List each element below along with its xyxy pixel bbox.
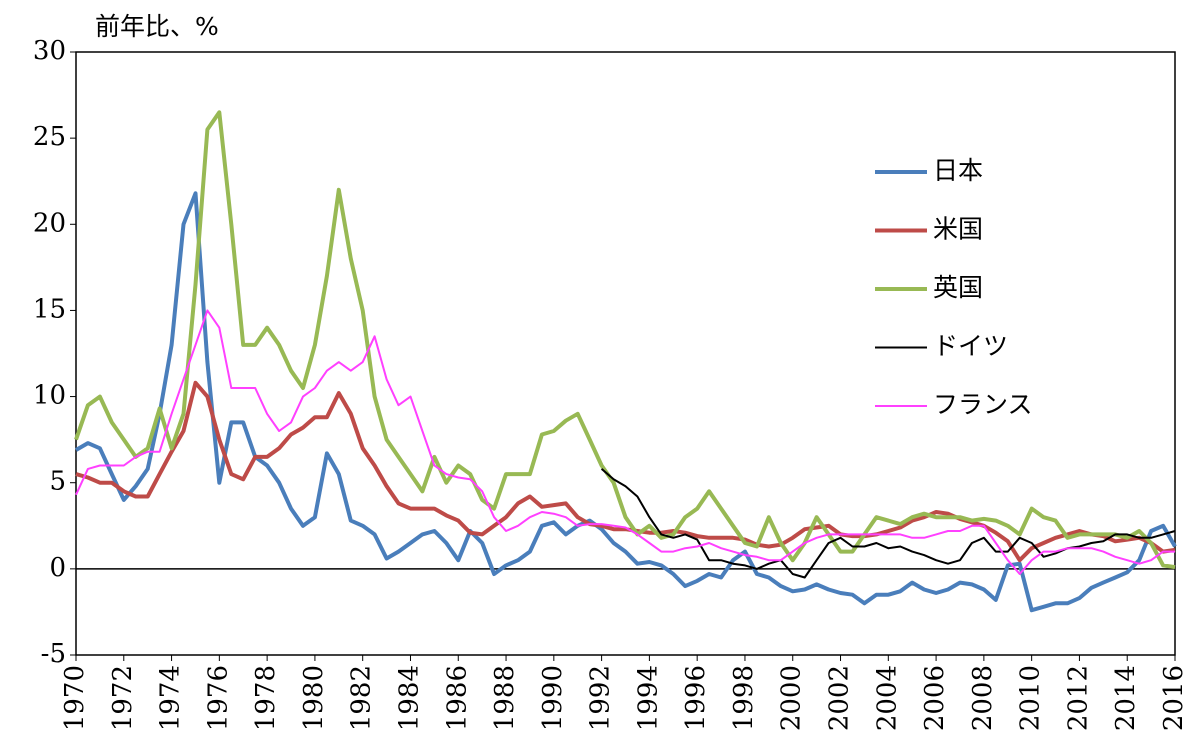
y-axis-label: 前年比、%: [95, 12, 219, 41]
x-tick-label: 1992: [586, 665, 616, 731]
series-line: [74, 191, 1177, 613]
y-tick-label: 10: [33, 381, 66, 411]
legend-label: フランス: [933, 390, 1033, 419]
y-tick-label: 15: [33, 294, 66, 324]
x-tick-label: 1972: [108, 665, 138, 731]
x-tick-label: 1986: [442, 665, 472, 731]
legend-label: 英国: [933, 273, 983, 302]
x-tick-label: 1996: [681, 665, 711, 731]
x-tick-label: 1998: [729, 665, 759, 731]
series-line: [74, 110, 1176, 570]
x-tick-label: 2000: [777, 665, 807, 731]
y-tick-label: 30: [33, 36, 66, 66]
x-tick-label: 2006: [920, 665, 950, 731]
plot-frame: [75, 51, 1176, 656]
legend-label: 米国: [933, 215, 983, 244]
x-tick-label: 1978: [251, 665, 281, 731]
x-tick-label: 1970: [60, 665, 90, 731]
x-tick-label: 2004: [872, 665, 902, 731]
x-tick-label: 2010: [1016, 665, 1046, 731]
x-tick-label: 2014: [1111, 665, 1141, 731]
x-tick-label: 2012: [1063, 665, 1093, 731]
x-tick-label: 1988: [490, 665, 520, 731]
series-line: [75, 309, 1175, 575]
series-line: [600, 468, 1176, 579]
x-tick-label: 2002: [825, 665, 855, 731]
series-line: [75, 380, 1176, 563]
x-tick-label: 2008: [968, 665, 998, 731]
y-tick-label: -5: [41, 639, 66, 669]
y-tick-label: 25: [33, 122, 66, 152]
x-tick-label: 1980: [299, 665, 329, 731]
y-tick-label: 5: [49, 467, 66, 497]
x-tick-label: 1982: [347, 665, 377, 731]
x-tick-label: 1976: [203, 665, 233, 731]
x-tick-label: 1990: [538, 665, 568, 731]
x-tick-label: 1974: [156, 665, 186, 731]
x-tick-label: 2016: [1159, 665, 1189, 731]
x-tick-label: 1984: [394, 665, 424, 731]
y-tick-label: 20: [33, 208, 66, 238]
y-tick-label: 0: [49, 553, 66, 583]
legend-label: ドイツ: [933, 332, 1008, 361]
legend-label: 日本: [933, 156, 983, 185]
x-tick-label: 1994: [633, 665, 663, 731]
